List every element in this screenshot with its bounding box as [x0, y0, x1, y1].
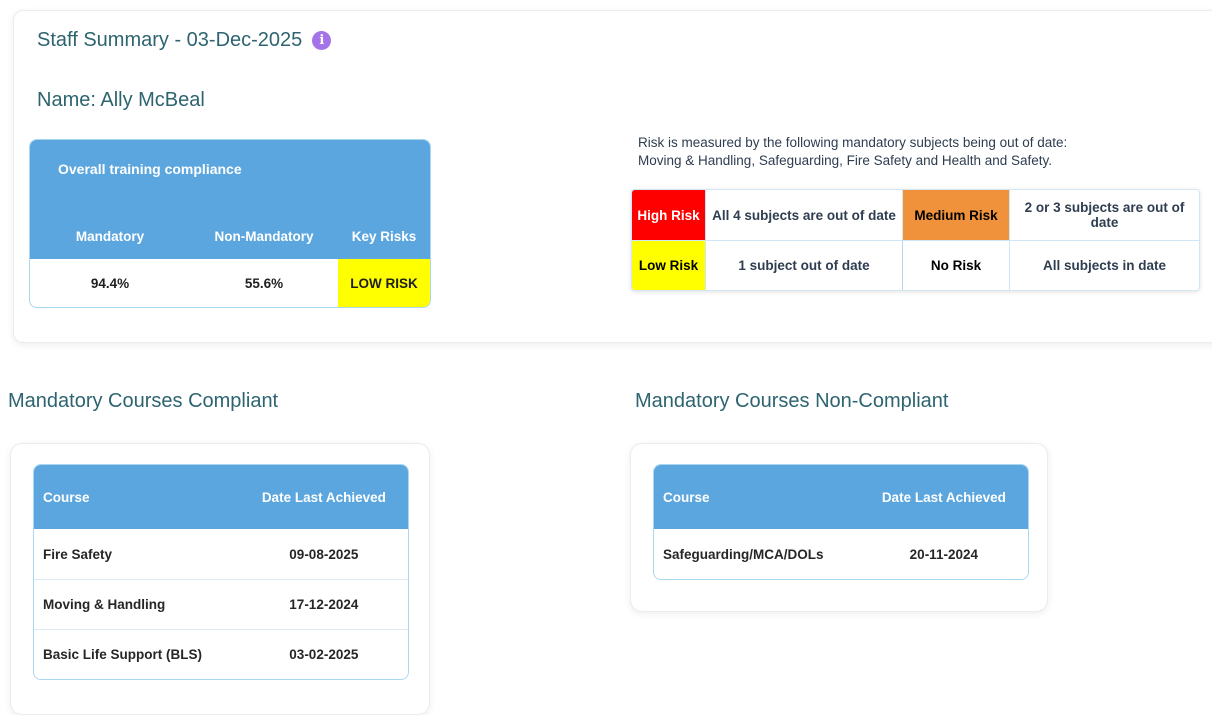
column-header-course: Course: [663, 489, 710, 505]
course-name: Fire Safety: [43, 546, 113, 562]
risk-explanation-line2: Moving & Handling, Safeguarding, Fire Sa…: [638, 152, 1052, 168]
compliance-column-headers: Mandatory Non-Mandatory Key Risks: [30, 229, 430, 244]
compliance-table-header: Overall training compliance Mandatory No…: [30, 140, 430, 259]
legend-high-risk-label: High Risk: [632, 190, 705, 240]
page-title: Staff Summary - 03-Dec-2025: [37, 29, 303, 51]
course-date: 17-12-2024: [289, 597, 359, 612]
column-header-date-last-achieved: Date Last Achieved: [261, 489, 386, 505]
non-mandatory-percentage: 55.6%: [244, 275, 284, 291]
legend-low-risk-label: Low Risk: [632, 240, 705, 290]
staff-summary-card: Staff Summary - 03-Dec-2025 i Name: Ally…: [13, 10, 1212, 343]
table-row: Basic Life Support (BLS) 03-02-2025: [34, 629, 408, 679]
risk-legend-table: High Risk All 4 subjects are out of date…: [631, 189, 1200, 291]
legend-medium-risk-label: Medium Risk: [902, 190, 1009, 240]
legend-medium-risk-description: 2 or 3 subjects are out of date: [1009, 190, 1199, 240]
legend-high-risk-description: All 4 subjects are out of date: [705, 190, 902, 240]
column-header-mandatory: Mandatory: [75, 229, 145, 244]
column-header-course: Course: [43, 489, 90, 505]
compliant-table-header: Course Date Last Achieved: [34, 465, 408, 529]
staff-summary-page: { "page": { "title": "Staff Summary - 03…: [8, 10, 1212, 715]
course-date: 09-08-2025: [289, 546, 359, 562]
mandatory-percentage: 94.4%: [90, 275, 130, 291]
info-icon[interactable]: i: [312, 31, 332, 50]
staff-name-heading: Name: Ally McBeal: [37, 89, 205, 111]
compliant-courses-card: Course Date Last Achieved Fire Safety 09…: [10, 443, 430, 715]
non-compliant-courses-table: Course Date Last Achieved Safeguarding/M…: [653, 464, 1029, 580]
column-header-date-last-achieved: Date Last Achieved: [881, 489, 1006, 505]
course-date: 20-11-2024: [909, 546, 978, 562]
compliant-section-heading: Mandatory Courses Compliant: [8, 390, 279, 412]
non-compliant-courses-card: Course Date Last Achieved Safeguarding/M…: [630, 443, 1048, 612]
compliant-courses-table: Course Date Last Achieved Fire Safety 09…: [33, 464, 409, 680]
non-compliant-table-header: Course Date Last Achieved: [654, 465, 1028, 529]
table-row: Moving & Handling 17-12-2024: [34, 579, 408, 629]
non-compliant-section-heading: Mandatory Courses Non-Compliant: [635, 390, 949, 412]
course-name: Basic Life Support (BLS): [43, 647, 203, 662]
course-date: 03-02-2025: [289, 647, 359, 662]
page-title-row: Staff Summary - 03-Dec-2025 i: [37, 29, 332, 52]
column-header-key-risks: Key Risks: [351, 229, 417, 244]
overall-compliance-table: Overall training compliance Mandatory No…: [29, 139, 431, 308]
table-row: Fire Safety 09-08-2025: [34, 529, 408, 579]
table-row: Safeguarding/MCA/DOLs 20-11-2024: [654, 529, 1028, 579]
course-name: Moving & Handling: [43, 597, 166, 612]
key-risk-badge: LOW RISK: [338, 259, 430, 307]
compliance-table-title: Overall training compliance: [58, 161, 242, 177]
course-name: Safeguarding/MCA/DOLs: [663, 546, 824, 562]
legend-no-risk-label: No Risk: [902, 240, 1009, 290]
risk-explanation-text: Risk is measured by the following mandat…: [638, 134, 1067, 169]
legend-no-risk-description: All subjects in date: [1009, 240, 1199, 290]
column-header-non-mandatory: Non-Mandatory: [214, 229, 314, 244]
legend-low-risk-description: 1 subject out of date: [705, 240, 902, 290]
compliance-values-row: 94.4% 55.6% LOW RISK: [30, 259, 430, 307]
risk-explanation-line1: Risk is measured by the following mandat…: [638, 135, 1068, 150]
